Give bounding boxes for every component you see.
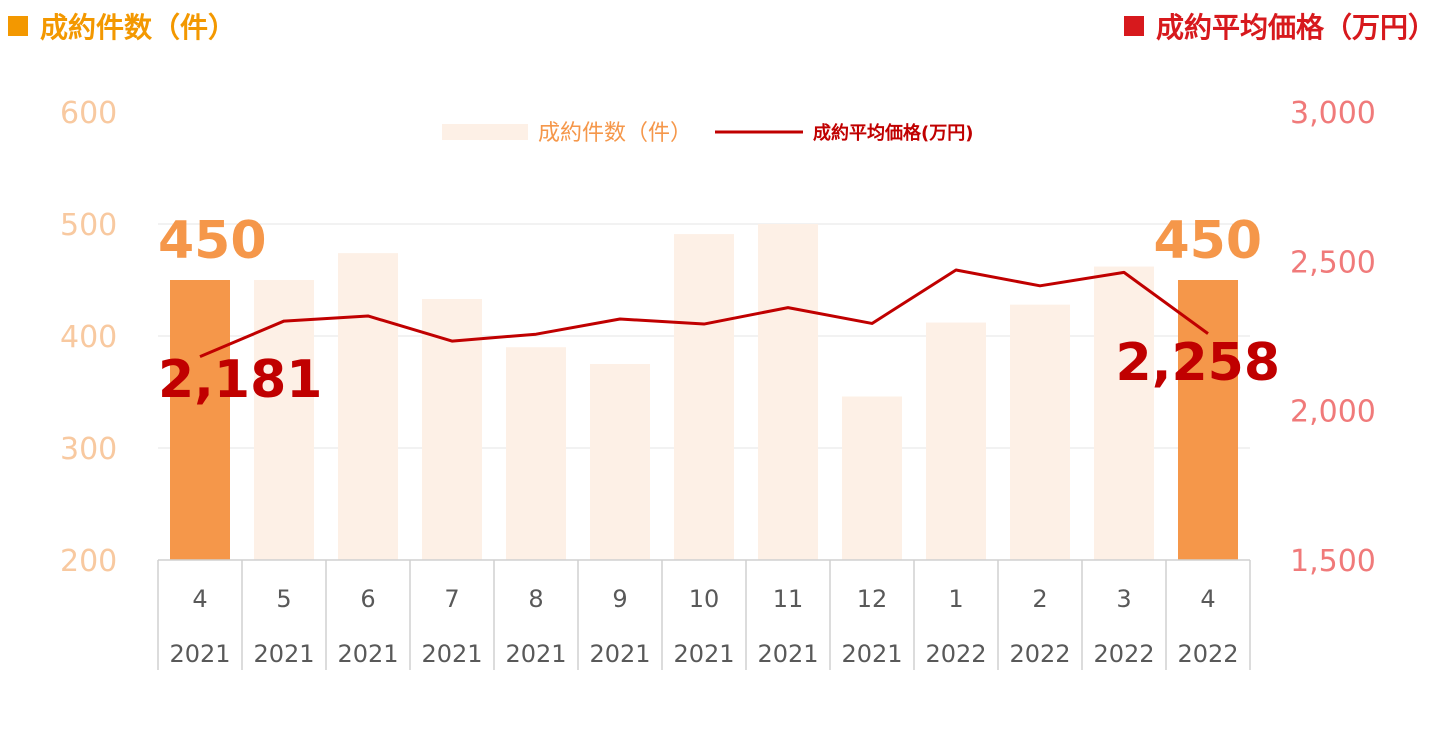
x-tick-month-label: 12 [857,585,888,613]
x-tick-month-label: 4 [192,585,207,613]
left-axis-tick-label: 400 [60,320,117,355]
x-tick-month-label: 11 [773,585,804,613]
x-tick-year-label: 2022 [1009,640,1070,668]
x-tick-month-label: 2 [1032,585,1047,613]
bar [170,280,230,560]
left-axis-title-text: 成約件数（件） [40,11,237,44]
right-axis-tick-label: 3,000 [1290,96,1376,131]
legend-bar-label: 成約件数（件） [538,121,692,146]
bar [506,347,566,560]
right-axis-tick-label: 2,500 [1290,245,1376,280]
x-tick-year-label: 2022 [1093,640,1154,668]
x-tick-year-label: 2021 [505,640,566,668]
x-tick-month-label: 5 [276,585,291,613]
line-data-label: 2,181 [158,350,322,410]
right-axis-tick-label: 2,000 [1290,395,1376,430]
bar [674,234,734,560]
x-tick-month-label: 8 [528,585,543,613]
left-axis-title: 成約件数（件） [8,6,236,46]
x-tick-year-label: 2021 [757,640,818,668]
left-axis-tick-label: 300 [60,432,117,467]
square-marker-icon [1123,16,1144,36]
bar [926,322,986,560]
legend-bar-swatch [442,124,528,140]
x-tick-year-label: 2021 [841,640,902,668]
bar-data-label: 450 [1153,211,1262,271]
x-tick-year-label: 2021 [421,640,482,668]
left-axis-tick-label: 600 [60,96,117,131]
x-tick-year-label: 2021 [589,640,650,668]
x-tick-month-label: 6 [360,585,375,613]
right-axis-title: 成約平均価格（万円） [1123,6,1436,46]
bar [254,280,314,560]
left-axis-tick-label: 500 [60,208,117,243]
x-tick-year-label: 2021 [253,640,314,668]
x-tick-year-label: 2022 [1177,640,1238,668]
bar [842,396,902,560]
x-tick-year-label: 2021 [337,640,398,668]
bar [1094,266,1154,560]
line-data-label: 2,258 [1116,333,1280,393]
left-axis-tick-label: 200 [60,544,117,579]
bar [338,253,398,560]
bar [1010,304,1070,560]
bar-data-label: 450 [158,211,267,271]
x-tick-month-label: 3 [1116,585,1131,613]
legend-line-label: 成約平均価格(万円) [813,122,973,144]
x-tick-year-label: 2021 [673,640,734,668]
x-tick-year-label: 2021 [169,640,230,668]
x-tick-month-label: 7 [444,585,459,613]
x-tick-year-label: 2022 [925,640,986,668]
bar [590,364,650,560]
right-axis-title-text: 成約平均価格（万円） [1155,11,1436,44]
x-tick-month-label: 4 [1200,585,1215,613]
right-axis-tick-label: 1,500 [1290,544,1376,579]
square-marker-icon [8,16,28,36]
x-tick-month-label: 1 [948,585,963,613]
x-tick-month-label: 9 [612,585,627,613]
x-tick-month-label: 10 [689,585,720,613]
bar [758,224,818,560]
bar [1178,280,1238,560]
